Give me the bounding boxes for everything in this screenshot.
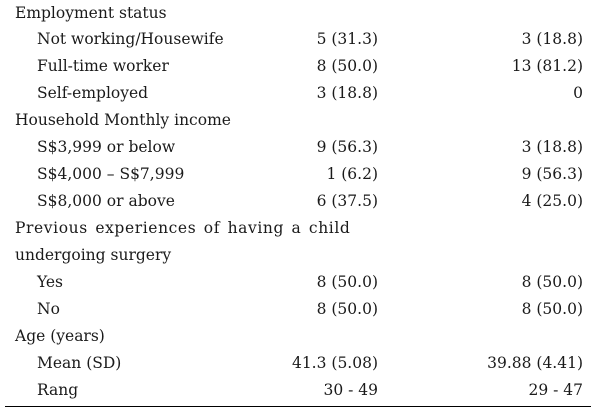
row-label: Yes — [37, 273, 64, 291]
table-row-full-time: Full-time worker 8 (50.0) 13 (81.2) — [0, 53, 599, 80]
group2-value: 3 (18.8) — [521, 30, 583, 48]
group1-value: 6 (37.5) — [316, 192, 378, 210]
group2-value: 3 (18.8) — [521, 138, 583, 156]
row-label: Full-time worker — [37, 57, 169, 75]
row-label: S$3,999 or below — [37, 138, 176, 156]
table-row-income-high: S$8,000 or above 6 (37.5) 4 (25.0) — [0, 188, 599, 215]
row-label: Previous experiences of having a child — [15, 219, 351, 237]
group2-value: 13 (81.2) — [511, 57, 583, 75]
row-label: Household Monthly income — [15, 111, 231, 129]
table-row-income-mid: S$4,000 – S$7,999 1 (6.2) 9 (56.3) — [0, 161, 599, 188]
group2-value: 4 (25.0) — [521, 192, 583, 210]
group1-value: 3 (18.8) — [316, 84, 378, 102]
group1-value: 30 - 49 — [323, 381, 378, 399]
row-label: S$8,000 or above — [37, 192, 175, 210]
table-row-range: Rang 30 - 49 29 - 47 — [0, 377, 599, 404]
group1-value: 5 (31.3) — [316, 30, 378, 48]
group1-value: 1 (6.2) — [326, 165, 378, 183]
table-row-household-income: Household Monthly income — [0, 107, 599, 134]
table-row-previous-experience-cont: undergoing surgery — [0, 242, 599, 269]
group1-value: 8 (50.0) — [316, 273, 378, 291]
group2-value: 29 - 47 — [528, 381, 583, 399]
row-label: No — [37, 300, 60, 318]
group2-value: 8 (50.0) — [521, 300, 583, 318]
group2-value: 8 (50.0) — [521, 273, 583, 291]
group1-value: 41.3 (5.08) — [291, 354, 378, 372]
table-row-self-employed: Self-employed 3 (18.8) 0 — [0, 80, 599, 107]
table-row-mean-sd: Mean (SD) 41.3 (5.08) 39.88 (4.41) — [0, 350, 599, 377]
group2-value: 39.88 (4.41) — [487, 354, 583, 372]
table-row-yes: Yes 8 (50.0) 8 (50.0) — [0, 269, 599, 296]
group1-value: 9 (56.3) — [316, 138, 378, 156]
row-label: undergoing surgery — [15, 246, 172, 264]
table-row-age: Age (years) — [0, 323, 599, 350]
group1-value: 8 (50.0) — [316, 57, 378, 75]
row-label: Age (years) — [15, 327, 105, 345]
row-label: S$4,000 – S$7,999 — [37, 165, 185, 183]
table-row-employment-status: Employment status — [0, 0, 599, 27]
table-row-income-low: S$3,999 or below 9 (56.3) 3 (18.8) — [0, 134, 599, 161]
row-label: Employment status — [15, 4, 167, 22]
row-label: Rang — [37, 381, 79, 399]
table-row-no: No 8 (50.0) 8 (50.0) — [0, 296, 599, 323]
row-label: Self-employed — [37, 84, 149, 102]
group2-value: 0 — [573, 84, 583, 102]
table-row-previous-experience: Previous experiences of having a child — [0, 215, 599, 242]
group1-value: 8 (50.0) — [316, 300, 378, 318]
table-row-not-working: Not working/Housewife 5 (31.3) 3 (18.8) — [0, 26, 599, 53]
row-label: Not working/Housewife — [37, 30, 224, 48]
table-bottom-rule — [5, 406, 591, 407]
group2-value: 9 (56.3) — [521, 165, 583, 183]
row-label: Mean (SD) — [37, 354, 122, 372]
